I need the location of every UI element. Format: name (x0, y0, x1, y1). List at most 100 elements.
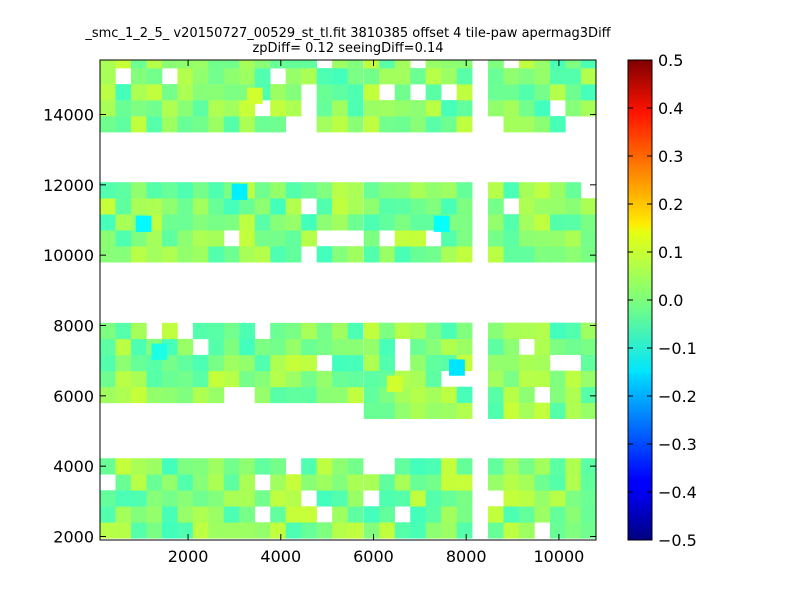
heatmap-cell (503, 246, 520, 263)
heatmap-cell (518, 370, 535, 387)
heatmap-cell (285, 182, 302, 199)
heatmap-cell (379, 100, 396, 117)
heatmap-cell (549, 116, 566, 133)
heatmap-cell (347, 322, 364, 340)
heatmap-cell (363, 68, 380, 85)
heatmap-cell (130, 116, 147, 133)
heatmap-cell (580, 100, 596, 117)
heatmap-cell (456, 506, 473, 523)
heatmap-cell (239, 246, 256, 263)
heatmap-cell (379, 490, 396, 507)
heatmap-cell (192, 370, 209, 388)
heatmap-cell (456, 474, 473, 491)
heatmap-cell (347, 354, 364, 372)
heatmap-cell (379, 402, 396, 419)
heatmap-cell (254, 338, 271, 356)
heatmap-cell (487, 84, 504, 101)
heatmap-cell (441, 506, 457, 523)
heatmap-cell (239, 490, 256, 507)
heatmap-cell (177, 370, 194, 388)
heatmap-cell (223, 100, 240, 117)
heatmap-cell (223, 490, 240, 507)
heatmap-cell (115, 182, 132, 199)
heatmap-cell (316, 198, 333, 215)
heatmap-cell (115, 506, 132, 523)
heatmap-cell (301, 68, 317, 85)
heatmap-cell (410, 338, 426, 355)
heatmap-cell (316, 182, 333, 199)
heatmap-cell (115, 370, 132, 388)
heatmap-cell (161, 522, 178, 539)
heatmap-cell (565, 402, 582, 419)
heatmap-cell (130, 84, 147, 101)
heatmap-cell (363, 214, 380, 231)
heatmap-cell (223, 322, 240, 340)
heatmap-cell (192, 490, 209, 507)
heatmap-cell (208, 338, 225, 356)
heatmap-cell (549, 338, 566, 355)
heatmap-cell (534, 230, 551, 247)
heatmap-cell (332, 182, 348, 199)
heatmap-cell (565, 522, 582, 539)
heatmap-cell (394, 490, 411, 507)
heatmap-cell (254, 354, 271, 372)
heatmap-cell (231, 183, 248, 200)
heatmap-cell (518, 522, 535, 539)
heatmap-cell (487, 474, 504, 491)
heatmap-cell (208, 214, 225, 231)
heatmap-cell (177, 182, 194, 199)
heatmap-cell (332, 474, 348, 491)
heatmap-cell (316, 386, 333, 404)
x-tick-label: 6000 (353, 547, 394, 566)
heatmap-cell (223, 116, 240, 133)
heatmap-cell (270, 60, 286, 69)
heatmap-cell (363, 370, 380, 387)
heatmap-cell (146, 522, 163, 539)
heatmap-cell (565, 338, 582, 355)
heatmap-cell (487, 354, 504, 371)
heatmap-cell (487, 506, 504, 523)
heatmap-cell (223, 354, 240, 372)
heatmap-cell (425, 402, 442, 419)
heatmap-cell (192, 60, 209, 69)
heatmap-cell (441, 474, 457, 491)
heatmap-cell (580, 354, 596, 371)
heatmap-cell (425, 116, 442, 133)
heatmap-cell (441, 246, 457, 263)
heatmap-cell (503, 370, 520, 387)
heatmap-cell (565, 198, 582, 215)
heatmap-cell (223, 474, 240, 491)
heatmap-cell (239, 60, 256, 69)
heatmap-cell (441, 522, 457, 539)
heatmap-cell (223, 84, 240, 101)
heatmap-cell (549, 506, 566, 523)
heatmap-cell (239, 322, 256, 340)
heatmap-cell (239, 522, 256, 539)
heatmap-cell (386, 375, 403, 392)
heatmap-cell (503, 230, 520, 247)
heatmap-cell (503, 402, 520, 419)
heatmap-cell (270, 182, 286, 199)
heatmap-cell (580, 68, 596, 85)
heatmap-cell (549, 84, 566, 101)
heatmap-cell (441, 182, 457, 199)
heatmap-cell (223, 246, 240, 263)
heatmap-cell (223, 68, 240, 85)
heatmap-cell (246, 87, 263, 104)
heatmap-cell (146, 370, 163, 388)
heatmap-cell (487, 386, 504, 403)
heatmap-cell (456, 100, 473, 117)
heatmap-cell (379, 506, 396, 523)
heatmap-cell (580, 230, 596, 247)
heatmap-cell (565, 506, 582, 523)
heatmap-cell (425, 354, 442, 371)
heatmap-cell (115, 84, 132, 101)
heatmap-cell (518, 474, 535, 491)
heatmap-cell (177, 522, 194, 539)
heatmap-cell (100, 198, 116, 215)
heatmap-cell (223, 370, 240, 388)
heatmap-cell (100, 60, 116, 69)
heatmap-cell (549, 522, 566, 539)
heatmap-cell (487, 100, 504, 117)
heatmap-cell (192, 84, 209, 101)
